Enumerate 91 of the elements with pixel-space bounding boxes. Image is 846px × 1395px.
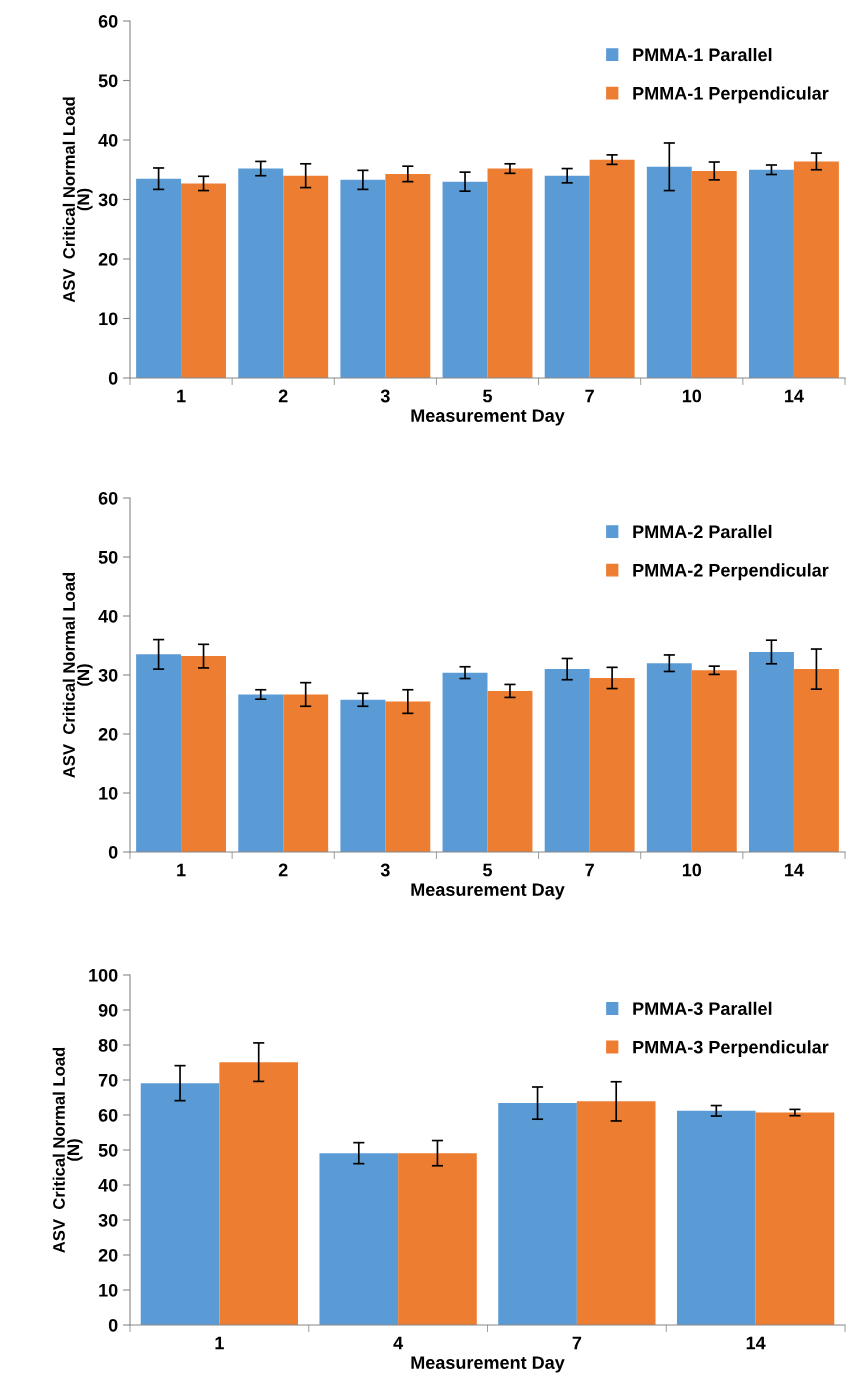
- legend-label: PMMA-2 Parallel: [633, 524, 772, 539]
- bar: [283, 694, 329, 852]
- bar: [319, 1153, 399, 1325]
- y-tick-label: 90: [98, 1003, 118, 1017]
- bar: [544, 669, 590, 852]
- bar: [487, 168, 533, 378]
- x-tick-label: 14: [785, 389, 804, 403]
- bar: [748, 169, 794, 378]
- y-tick-label: 50: [98, 550, 118, 564]
- bar: [238, 168, 284, 378]
- bar: [181, 656, 227, 852]
- bar: [589, 677, 635, 852]
- y-tick-label: 40: [98, 609, 118, 623]
- y-tick-label: 60: [98, 14, 118, 28]
- y-tick-label: 40: [98, 1178, 118, 1192]
- bar: [676, 1110, 756, 1325]
- bar: [646, 663, 692, 852]
- x-axis-title: Measurement Day: [411, 883, 565, 900]
- y-tick-label: 30: [98, 1213, 118, 1227]
- bar: [398, 1153, 477, 1325]
- y-tick-label: 50: [98, 74, 118, 88]
- legend-label: PMMA-2 Perpendicular: [633, 563, 829, 581]
- bar: [136, 178, 182, 378]
- x-axis-title: Measurement Day: [411, 409, 565, 426]
- y-tick-label: 70: [98, 1073, 118, 1087]
- y-tick-label: 30: [98, 193, 118, 207]
- y-tick-label: 10: [99, 786, 118, 800]
- y-tick-label: 0: [108, 1318, 118, 1332]
- legend-label: PMMA-1 Parallel: [633, 47, 772, 62]
- x-tick-label: 2: [278, 863, 288, 877]
- x-tick-label: 7: [585, 863, 594, 877]
- bar: [487, 690, 533, 852]
- y-tick-label: 10: [99, 312, 118, 326]
- bar: [793, 161, 839, 378]
- bar: [340, 699, 386, 852]
- y-tick-label: 20: [98, 1248, 118, 1262]
- y-tick-label: 20: [98, 252, 118, 266]
- bar: [385, 701, 431, 852]
- y-axis-title: ASV Critical Normal Load (N): [62, 97, 93, 303]
- y-axis-title: ASV Critical Normal Load (N): [52, 1047, 83, 1253]
- y-tick-label: 30: [98, 668, 118, 682]
- x-tick-label: 1: [177, 863, 186, 877]
- legend-label: PMMA-1 Perpendicular: [633, 86, 829, 104]
- bar: [283, 175, 329, 378]
- x-tick-label: 5: [483, 863, 493, 877]
- bar: [219, 1062, 299, 1325]
- x-tick-label: 1: [215, 1336, 224, 1350]
- bar: [646, 166, 692, 378]
- bar: [442, 181, 488, 378]
- y-tick-label: 20: [98, 727, 118, 741]
- bar: [576, 1101, 656, 1325]
- y-tick-label: 0: [108, 845, 118, 859]
- bar: [691, 670, 737, 852]
- bar: [793, 669, 839, 852]
- bar: [442, 672, 488, 852]
- legend-label: PMMA-3 Parallel: [633, 1001, 772, 1016]
- bar: [181, 183, 227, 378]
- y-tick-label: 100: [89, 968, 118, 982]
- bar: [755, 1112, 835, 1325]
- x-tick-label: 14: [785, 863, 804, 877]
- y-tick-label: 80: [98, 1038, 118, 1052]
- x-tick-label: 7: [572, 1336, 582, 1350]
- bar: [589, 159, 635, 378]
- bar: [238, 694, 284, 852]
- bar: [385, 173, 431, 378]
- bar: [498, 1103, 577, 1325]
- legend-label: PMMA-3 Perpendicular: [633, 1040, 829, 1058]
- y-tick-label: 60: [98, 491, 118, 505]
- bar: [140, 1083, 220, 1325]
- x-tick-label: 10: [682, 863, 702, 877]
- bar: [544, 175, 590, 378]
- y-tick-label: 60: [98, 1108, 118, 1122]
- y-tick-label: 0: [108, 371, 118, 385]
- bar: [748, 651, 794, 852]
- x-tick-label: 2: [278, 389, 288, 403]
- x-tick-label: 3: [380, 863, 390, 877]
- x-axis-title: Measurement Day: [411, 1356, 565, 1373]
- x-tick-label: 10: [682, 389, 702, 403]
- x-tick-label: 3: [380, 389, 390, 403]
- bar: [136, 654, 182, 852]
- x-tick-label: 14: [746, 1336, 766, 1350]
- y-tick-label: 10: [99, 1283, 118, 1297]
- y-axis-title: ASV Critical Normal Load (N): [62, 572, 93, 778]
- bar: [340, 179, 386, 378]
- x-tick-label: 7: [585, 389, 594, 403]
- x-tick-label: 5: [483, 389, 493, 403]
- y-tick-label: 50: [98, 1143, 118, 1157]
- y-tick-label: 40: [98, 133, 118, 147]
- x-tick-label: 1: [177, 389, 186, 403]
- x-tick-label: 4: [393, 1336, 404, 1350]
- bar: [691, 170, 737, 378]
